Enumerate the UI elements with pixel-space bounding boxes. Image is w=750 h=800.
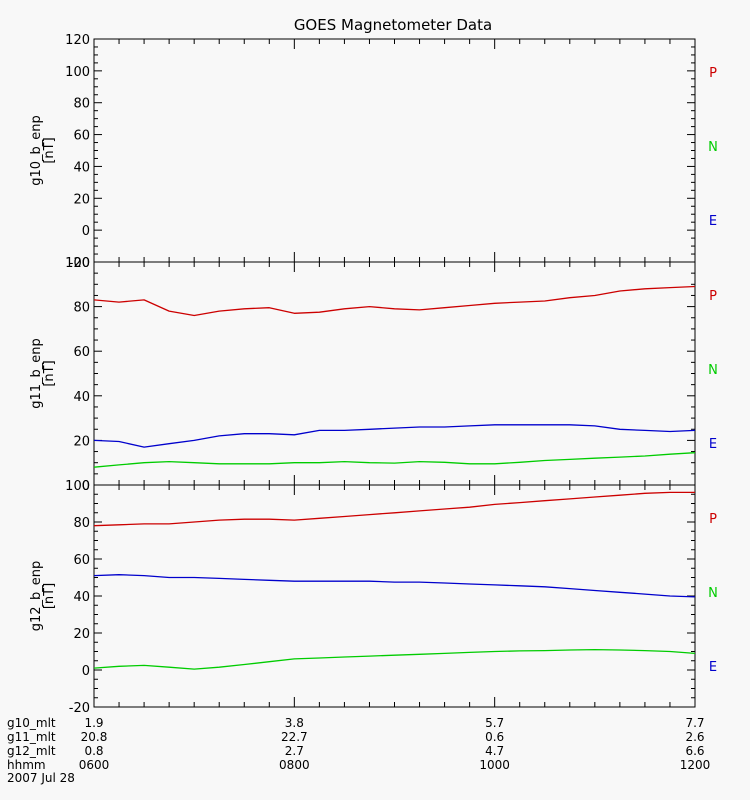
y-axis-label: g12_b_enp [29, 561, 44, 632]
legend-p: P [709, 289, 717, 304]
legend-p: P [709, 66, 717, 81]
series-n-line [93, 648, 696, 670]
panel-1: -20 0 20 40 60 80 100 120 g10_b_enp[nT] P N E [29, 33, 718, 271]
chart-title: GOES Magnetometer Data [294, 16, 492, 34]
bottom-date: 2007 Jul 28 [7, 771, 75, 785]
y-tick-label: 0 [82, 224, 90, 239]
bottom-row-value: 4.7 [485, 744, 504, 758]
series-n-line [93, 452, 696, 468]
panel-3: -20 0 20 40 60 80 100 g12_b_enp[nT] P N E [29, 479, 718, 716]
bottom-row-value: 5.7 [485, 716, 504, 730]
y-tick-label: 20 [73, 434, 90, 449]
y-tick-label: 60 [73, 129, 90, 144]
y-tick-label: 60 [73, 553, 90, 568]
panel-frame [93, 38, 696, 263]
bottom-row-value: 0.8 [84, 744, 103, 758]
series-e-line [93, 424, 696, 448]
legend-e: E [709, 214, 717, 229]
bottom-row-label: g10_mlt [7, 716, 56, 730]
y-tick-label: 40 [73, 390, 90, 405]
legend-e: E [709, 437, 717, 452]
bottom-row-value: 1200 [680, 758, 711, 772]
y-tick-label: 20 [73, 627, 90, 642]
bottom-row-label: g12_mlt [7, 744, 56, 758]
bottom-row-value: 2.7 [285, 744, 304, 758]
series-p-line [93, 491, 695, 527]
legend-n: N [708, 363, 718, 378]
legend-p: P [709, 512, 717, 527]
y-tick-label: 40 [73, 590, 90, 605]
bottom-row-value: 3.8 [285, 716, 304, 730]
y-tick-label: 0 [82, 664, 90, 679]
panel-frame [93, 261, 696, 486]
legend-e: E [709, 660, 717, 675]
y-axis-label: g10_b_enp [29, 115, 44, 186]
legend-n: N [708, 586, 718, 601]
y-tick-label: 40 [73, 160, 90, 175]
bottom-row-value: 0.6 [485, 730, 504, 744]
y-tick-label: 100 [65, 256, 90, 271]
y-axis-unit: [nT] [42, 137, 57, 163]
bottom-row-value: 2.6 [685, 730, 704, 744]
panels: -20020406080100120g10_b_enp[nT]PNE020406… [29, 33, 718, 716]
y-tick-label: 80 [73, 301, 90, 316]
bottom-axis-table: g10_mlt 1.9 3.8 5.7 7.7 g11_mlt 20.8 22.7 0.6 2.6… [7, 716, 710, 785]
bottom-row-value: 1000 [479, 758, 510, 772]
series-p-line [93, 285, 696, 317]
bottom-row-value: 0600 [79, 758, 110, 772]
y-tick-label: -20 [69, 701, 90, 716]
y-tick-label: 20 [73, 192, 90, 207]
panel-frame [93, 484, 696, 708]
panel-2: 0 20 40 60 80 100 g11_b_enp[nT] P N E [29, 256, 718, 494]
y-axis-unit: [nT] [42, 360, 57, 386]
y-tick-label: 120 [65, 33, 90, 48]
y-tick-label: 100 [65, 65, 90, 80]
y-axis-unit: [nT] [42, 583, 57, 609]
bottom-row-label: g11_mlt [7, 730, 56, 744]
bottom-row-value: 7.7 [685, 716, 704, 730]
y-tick-label: 100 [65, 479, 90, 494]
bottom-row-value: 1.9 [84, 716, 103, 730]
y-tick-label: 80 [73, 516, 90, 531]
y-tick-label: 60 [73, 345, 90, 360]
y-axis-label: g11_b_enp [29, 338, 44, 409]
series-e-line [93, 574, 696, 598]
y-tick-label: 80 [73, 97, 90, 112]
legend-n: N [708, 140, 718, 155]
bottom-row-value: 0800 [279, 758, 310, 772]
bottom-row-value: 20.8 [81, 730, 108, 744]
bottom-row-value: 22.7 [281, 730, 308, 744]
y-tick-label: 0 [82, 479, 90, 494]
bottom-row-label: hhmm [7, 758, 46, 772]
y-tick-label: -20 [69, 256, 90, 271]
bottom-row-value: 6.6 [685, 744, 704, 758]
